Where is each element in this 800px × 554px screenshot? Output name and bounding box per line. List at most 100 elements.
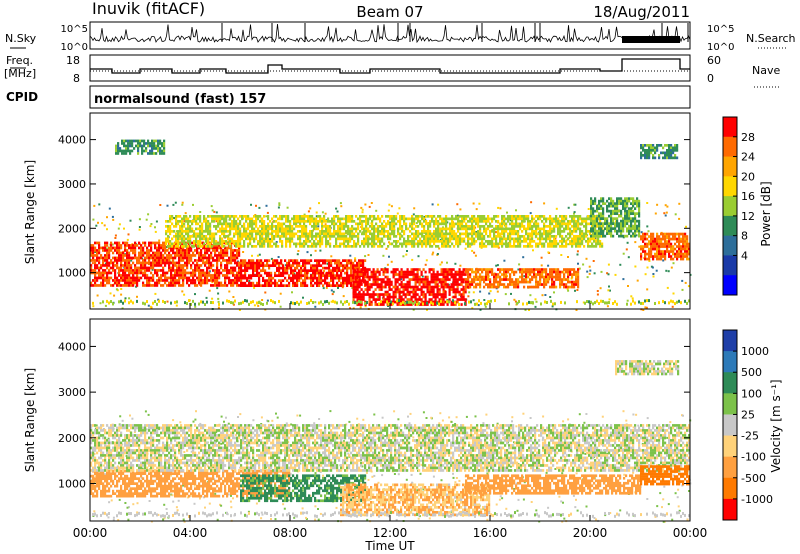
- echo-speck: [145, 218, 148, 221]
- echo-speck: [635, 413, 638, 416]
- echo-speck: [625, 248, 628, 251]
- ground-scatter: [198, 511, 200, 515]
- ground-scatter: [412, 302, 414, 306]
- ground-scatter: [680, 514, 682, 518]
- echo-speck: [166, 300, 169, 303]
- echo-speck: [440, 479, 443, 482]
- colorbar-segment: [723, 393, 737, 415]
- ground-scatter: [364, 512, 366, 516]
- colorbar-tick-label: 1000: [741, 345, 769, 358]
- beam-title: Beam 07: [356, 3, 423, 21]
- echo-speck: [677, 488, 680, 491]
- ground-scatter: [594, 301, 596, 305]
- echo-speck: [578, 413, 581, 416]
- echo-speck: [275, 241, 278, 243]
- echo-speck: [424, 263, 427, 266]
- echo-speck: [318, 202, 320, 205]
- ground-scatter: [152, 301, 154, 305]
- echo-speck: [568, 236, 571, 239]
- ground-scatter: [116, 514, 118, 518]
- echo-speck: [383, 493, 386, 496]
- echo-speck: [522, 498, 525, 501]
- echo-speck: [495, 503, 498, 506]
- echo-speck: [584, 452, 587, 455]
- echo-speck: [659, 492, 662, 495]
- echo-speck: [442, 452, 445, 455]
- colorbar-segment: [723, 136, 737, 158]
- echo-speck: [614, 273, 617, 276]
- echo-speck: [349, 307, 352, 310]
- echo-speck: [408, 422, 411, 425]
- echo-speck: [547, 251, 550, 254]
- ground-scatter: [474, 514, 476, 518]
- echo-speck: [251, 254, 253, 257]
- nsky-dense-block: [622, 36, 680, 43]
- ground-scatter: [154, 511, 156, 515]
- power-colorbar-label: Power [dB]: [759, 181, 773, 246]
- echo-speck: [576, 289, 579, 291]
- ground-scatter: [242, 300, 244, 304]
- echo-speck: [409, 412, 412, 415]
- echo-speck: [634, 265, 637, 268]
- ground-scatter: [612, 302, 614, 306]
- echo-speck: [317, 225, 320, 228]
- ground-scatter: [522, 512, 524, 516]
- echo-speck: [644, 306, 647, 309]
- echo-speck: [419, 472, 422, 475]
- ground-scatter: [228, 299, 230, 303]
- echo-region: [465, 268, 580, 289]
- echo-speck: [375, 209, 378, 212]
- power-ylabel: Slant Range [km]: [23, 160, 37, 264]
- echo-speck: [585, 413, 588, 415]
- echo-speck: [293, 272, 296, 275]
- colorbar-segment: [723, 117, 737, 138]
- echo-speck: [420, 463, 423, 466]
- ground-scatter: [402, 300, 404, 304]
- ground-scatter: [480, 513, 482, 517]
- echo-speck: [270, 518, 272, 520]
- y-tick-label: 2000: [58, 432, 86, 445]
- ground-scatter: [504, 512, 506, 516]
- freq-label-2: [MHz]: [4, 67, 36, 80]
- echo-speck: [107, 516, 110, 519]
- echo-speck: [561, 472, 564, 475]
- echo-speck: [232, 296, 235, 298]
- echo-speck: [671, 518, 674, 521]
- ground-scatter: [348, 302, 350, 306]
- echo-speck: [94, 251, 97, 253]
- ground-scatter: [106, 513, 108, 517]
- echo-speck: [229, 500, 232, 503]
- echo-speck: [534, 298, 537, 301]
- ground-scatter: [302, 511, 304, 515]
- ground-scatter: [382, 512, 384, 516]
- echo-speck: [104, 304, 107, 307]
- ground-scatter: [356, 514, 358, 518]
- ground-scatter: [526, 302, 528, 306]
- echo-speck: [106, 228, 108, 231]
- ground-scatter: [464, 302, 466, 306]
- echo-speck: [165, 246, 168, 249]
- echo-speck: [634, 241, 637, 244]
- echo-speck: [439, 263, 442, 266]
- echo-speck: [298, 446, 301, 449]
- ground-scatter: [452, 513, 454, 517]
- echo-speck: [608, 298, 611, 301]
- echo-speck: [145, 428, 148, 431]
- echo-speck: [576, 253, 579, 256]
- echo-speck: [283, 507, 286, 510]
- echo-speck: [301, 507, 304, 510]
- ground-scatter: [160, 514, 162, 518]
- colorbar-segment: [723, 255, 737, 276]
- ground-scatter: [122, 301, 124, 305]
- echo-speck: [412, 308, 415, 311]
- ground-scatter: [634, 301, 636, 305]
- echo-speck: [678, 509, 681, 512]
- echo-speck: [587, 208, 590, 210]
- echo-speck: [165, 508, 168, 510]
- echo-speck: [138, 228, 141, 231]
- echo-speck: [170, 493, 173, 496]
- echo-region: [115, 139, 166, 155]
- ground-scatter: [254, 512, 256, 516]
- echo-speck: [473, 251, 476, 254]
- station-title: Inuvik (fitACF): [92, 0, 205, 18]
